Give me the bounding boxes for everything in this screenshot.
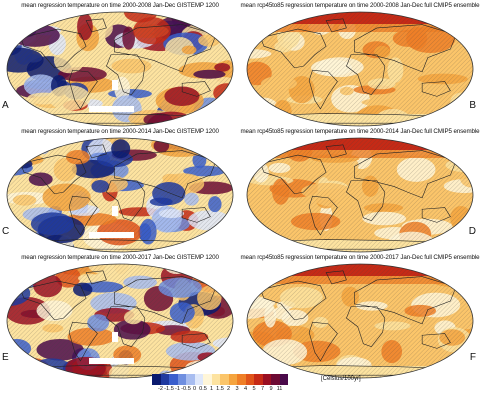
colorbar-tick: -1 [175, 386, 180, 392]
colorbar-swatch [228, 374, 237, 385]
panel-label: F [469, 352, 476, 363]
colorbar-swatch [271, 374, 280, 385]
colorbar-swatch [262, 374, 271, 385]
panel-c: mean regression temperature on time 2000… [0, 126, 240, 254]
world-map [6, 11, 234, 127]
colorbar-tick: 2 [226, 386, 231, 392]
colorbar-swatch [186, 374, 195, 385]
panel-a: mean regression temperature on time 2000… [0, 0, 240, 128]
panel-label: B [469, 100, 476, 111]
colorbar-unit: [Celsius/100yr] [321, 376, 361, 382]
world-map [6, 263, 234, 379]
colorbar-tick: -2 [158, 386, 163, 392]
panel-label: E [2, 352, 9, 363]
colorbar-ticks: -2 -1.5 -1 -0.5 0 0.5 1 1.5 2 3 4 5 7 9 11 [152, 386, 472, 396]
colorbar-swatch [211, 374, 220, 385]
colorbar-swatch [254, 374, 263, 385]
colorbar-tick: -1.5 [164, 386, 174, 392]
colorbar-tick: 1 [209, 386, 214, 392]
panel-title: mean regression temperature on time 2000… [21, 254, 219, 261]
colorbar-tick: 11 [276, 386, 283, 392]
colorbar-tick: 5 [252, 386, 256, 392]
panel-title: mean rcp45to85 regression temperature on… [240, 2, 480, 9]
colorbar-swatch [177, 374, 186, 385]
panel-d: mean rcp45to85 regression temperature on… [240, 126, 480, 254]
colorbar-swatch [152, 374, 161, 385]
colorbar-tick: -0.5 [181, 386, 191, 392]
world-map [246, 263, 474, 379]
colorbar-tick: 7 [260, 386, 265, 392]
colorbar-swatch [169, 374, 178, 385]
panel-label: C [2, 226, 10, 237]
colorbar-swatch [245, 374, 254, 385]
colorbar-swatch [160, 374, 169, 385]
world-map [246, 137, 474, 253]
colorbar-tick: 1.5 [216, 386, 224, 392]
colorbar-swatch [203, 374, 212, 385]
world-map [246, 11, 474, 127]
panel-e: mean regression temperature on time 2000… [0, 252, 240, 380]
panel-b: mean rcp45to85 regression temperature on… [240, 0, 480, 128]
world-map [6, 137, 234, 253]
panel-title: mean rcp45to85 regression temperature on… [240, 128, 480, 135]
colorbar-swatch [279, 374, 288, 385]
colorbar-tick: 3 [235, 386, 239, 392]
colorbar [152, 374, 288, 385]
colorbar-tick: 4 [243, 386, 248, 392]
panel-label: A [2, 100, 9, 111]
panel-f: mean rcp45to85 regression temperature on… [240, 252, 480, 380]
colorbar-swatch [237, 374, 246, 385]
colorbar-tick: 0.5 [199, 386, 207, 392]
colorbar-swatch [194, 374, 203, 385]
colorbar-tick: 9 [269, 386, 273, 392]
panel-title: mean regression temperature on time 2000… [21, 2, 219, 9]
colorbar-tick: 0 [192, 386, 197, 392]
panel-label: D [468, 226, 476, 237]
color-legend: -2 -1.5 -1 -0.5 0 0.5 1 1.5 2 3 4 5 7 9 11 [Celsius/10… [152, 374, 472, 406]
panel-title: mean regression temperature on time 2000… [21, 128, 219, 135]
panel-title: mean rcp45to85 regression temperature on… [240, 254, 480, 261]
colorbar-swatch [220, 374, 229, 385]
